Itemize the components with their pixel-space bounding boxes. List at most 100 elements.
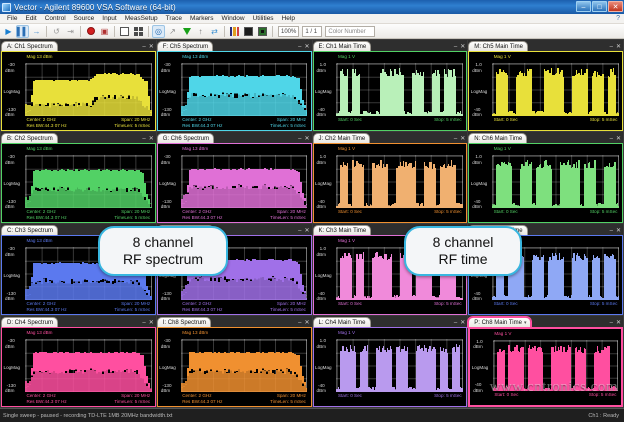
panel-minimize-icon[interactable]: –	[453, 320, 458, 326]
panel-close-icon[interactable]: ✕	[148, 136, 154, 142]
panel-minimize-icon[interactable]: –	[453, 44, 458, 50]
panel-minimize-icon[interactable]: –	[298, 136, 302, 142]
panel-close-icon[interactable]: ✕	[304, 320, 310, 326]
panel-tab-d[interactable]: D: Ch4 Spectrum	[1, 317, 59, 327]
panel-close-icon[interactable]: ✕	[460, 136, 466, 142]
recording-stop-button[interactable]: ▣	[100, 26, 109, 36]
panel-close-icon[interactable]: ✕	[615, 228, 621, 234]
panel-tab-g[interactable]: G: Ch6 Spectrum	[156, 133, 215, 143]
panel-minimize-icon[interactable]: –	[298, 320, 302, 326]
trace-panel-f[interactable]: F: Ch5 Spectrum – ✕ Mag 13 dBm -30 dBm LogMag -…	[156, 40, 312, 131]
restart-button[interactable]: ↺	[53, 26, 60, 36]
panel-tab-i[interactable]: I: Ch8 Spectrum	[156, 317, 212, 327]
panel-minimize-icon[interactable]: –	[609, 228, 613, 234]
peak-search-button[interactable]	[180, 25, 193, 38]
panel-tab-a[interactable]: A: Ch1 Spectrum	[1, 41, 58, 51]
trace-panel-g[interactable]: G: Ch6 Spectrum – ✕ Mag 13 dBm -30 dBm LogMag -…	[156, 132, 312, 223]
zoom-field[interactable]: 100%	[278, 25, 300, 37]
panel-plot-g[interactable]: Mag 13 dBm -30 dBm LogMag -130 dBm Center: 2 G…	[156, 143, 312, 223]
panel-close-icon[interactable]: ✕	[615, 44, 621, 50]
panel-plot-a[interactable]: Mag 13 dBm -30 dBm LogMag -130 dBm Center: 2 G…	[1, 51, 156, 131]
panel-plot-j[interactable]: Mag 1 V 1.0 dBm LogMag -40 dBm Start: 0 Sec Sto…	[312, 143, 468, 223]
menu-item-utilities[interactable]: Utilities	[252, 14, 274, 22]
help-icon[interactable]: ?	[616, 15, 620, 22]
panel-minimize-icon[interactable]: –	[609, 320, 613, 326]
panel-minimize-icon[interactable]: –	[609, 136, 613, 142]
panel-minimize-icon[interactable]: –	[298, 228, 302, 234]
panel-minimize-icon[interactable]: –	[142, 44, 146, 50]
close-icon[interactable]: ✕	[608, 1, 623, 12]
trace-panel-d[interactable]: D: Ch4 Spectrum – ✕ Mag 13 dBm -30 dBm LogMag -…	[1, 316, 156, 407]
panel-close-icon[interactable]: ✕	[615, 320, 621, 326]
panel-tab-p[interactable]: P: Ch8 Main Time ▾	[468, 317, 532, 327]
marker-button[interactable]: ◎	[152, 24, 165, 38]
trace-color-button[interactable]	[228, 25, 241, 38]
marker-to-peak-button[interactable]: ↑	[198, 26, 203, 36]
panel-close-icon[interactable]: ✕	[304, 44, 310, 50]
color-number-field[interactable]: Color Number	[325, 25, 376, 37]
panel-plot-l[interactable]: Mag 1 V 1.0 dBm LogMag -40 dBm Start: 0 Sec Sto…	[312, 327, 468, 407]
panel-close-icon[interactable]: ✕	[460, 44, 466, 50]
panel-tab-n[interactable]: N: Ch6 Main Time	[468, 133, 528, 143]
chevron-down-icon[interactable]: ▾	[523, 319, 527, 326]
record-button[interactable]	[84, 25, 97, 38]
menu-item-input[interactable]: Input	[102, 14, 117, 22]
panel-close-icon[interactable]: ✕	[304, 136, 310, 142]
panel-plot-m[interactable]: Mag 1 V 1.0 dBm LogMag -40 dBm Start: 0 Sec Sto…	[468, 51, 623, 131]
menu-item-edit[interactable]: Edit	[25, 14, 37, 22]
minimize-icon[interactable]: –	[576, 1, 591, 12]
panel-minimize-icon[interactable]: –	[609, 44, 613, 50]
panel-close-icon[interactable]: ✕	[148, 320, 154, 326]
panel-plot-i[interactable]: Mag 13 dBm -30 dBm LogMag -130 dBm Center: 2 G…	[156, 327, 312, 407]
grid-layout-button[interactable]	[132, 25, 145, 38]
trace-panel-n[interactable]: N: Ch6 Main Time – ✕ Mag 1 V 1.0 dBm LogMag -40…	[468, 132, 623, 223]
menu-item-source[interactable]: Source	[73, 14, 95, 22]
panel-minimize-icon[interactable]: –	[142, 320, 146, 326]
menu-item-window[interactable]: Window	[221, 14, 245, 22]
single-trace-layout-button[interactable]	[118, 25, 131, 38]
panel-minimize-icon[interactable]: –	[453, 136, 458, 142]
panel-plot-e[interactable]: Mag 1 V 1.0 dBm LogMag -40 dBm Start: 0 Sec Sto…	[312, 51, 468, 131]
panel-plot-b[interactable]: Mag 13 dBm -30 dBm LogMag -130 dBm Center: 2 G…	[1, 143, 156, 223]
panel-tab-f[interactable]: F: Ch5 Spectrum	[156, 41, 214, 51]
panel-plot-p[interactable]: Mag 1 V 1.0 dBm LogMag -40 dBm Start: 0 Sec Sto…	[468, 327, 623, 407]
spectrogram-button[interactable]	[242, 25, 255, 38]
trace-panel-l[interactable]: L: Ch4 Main Time – ✕ Mag 1 V 1.0 dBm LogMag -40…	[312, 316, 468, 407]
panel-tab-j[interactable]: J: Ch2 Main Time	[312, 133, 371, 143]
panel-tab-e[interactable]: E: Ch1 Main Time	[312, 41, 372, 51]
panel-close-icon[interactable]: ✕	[304, 228, 310, 234]
panel-tab-m[interactable]: M: Ch5 Main Time	[468, 41, 528, 51]
panel-tab-c[interactable]: C: Ch3 Spectrum	[1, 225, 59, 235]
panel-tab-b[interactable]: B: Ch2 Spectrum	[1, 133, 58, 143]
menu-item-file[interactable]: File	[7, 14, 18, 22]
menu-item-control[interactable]: Control	[44, 14, 66, 22]
panel-tab-l[interactable]: L: Ch4 Main Time	[312, 317, 371, 327]
panel-minimize-icon[interactable]: –	[298, 44, 302, 50]
pause-button[interactable]: ▌▌	[16, 24, 29, 38]
marker-couple-button[interactable]: ↗	[169, 26, 176, 36]
panel-minimize-icon[interactable]: –	[142, 136, 146, 142]
panel-tab-k[interactable]: K: Ch3 Main Time	[312, 225, 372, 235]
panel-plot-d[interactable]: Mag 13 dBm -30 dBm LogMag -130 dBm Center: 2 G…	[1, 327, 156, 407]
trace-panel-i[interactable]: I: Ch8 Spectrum – ✕ Mag 13 dBm -30 dBm LogMag -…	[156, 316, 312, 407]
menu-item-markers[interactable]: Markers	[190, 14, 214, 22]
trace-panel-p[interactable]: P: Ch8 Main Time ▾ – ✕ Mag 1 V 1.0 dBm LogMag -4…	[468, 316, 623, 407]
play-button[interactable]: ▶	[5, 26, 12, 36]
panel-close-icon[interactable]: ✕	[615, 136, 621, 142]
trace-panel-e[interactable]: E: Ch1 Main Time – ✕ Mag 1 V 1.0 dBm LogMag -40…	[312, 40, 468, 131]
waterfall-button[interactable]	[256, 25, 269, 38]
step-button[interactable]: ⇥	[67, 26, 74, 36]
menu-item-trace[interactable]: Trace	[165, 14, 182, 22]
menu-item-meassetup[interactable]: MeasSetup	[124, 14, 158, 22]
single-button[interactable]: →	[32, 26, 41, 36]
panel-plot-f[interactable]: Mag 13 dBm -30 dBm LogMag -130 dBm Center: 2 G…	[156, 51, 312, 131]
trace-panel-j[interactable]: J: Ch2 Main Time – ✕ Mag 1 V 1.0 dBm LogMag -40…	[312, 132, 468, 223]
panel-plot-n[interactable]: Mag 1 V 1.0 dBm LogMag -40 dBm Start: 0 Sec Sto…	[468, 143, 623, 223]
menu-item-help[interactable]: Help	[281, 14, 295, 22]
panel-close-icon[interactable]: ✕	[148, 44, 154, 50]
count-field[interactable]: 1 / 1	[302, 25, 323, 37]
trace-panel-b[interactable]: B: Ch2 Spectrum – ✕ Mag 13 dBm -30 dBm LogMag -…	[1, 132, 156, 223]
panel-close-icon[interactable]: ✕	[460, 320, 466, 326]
trace-panel-a[interactable]: A: Ch1 Spectrum – ✕ Mag 13 dBm -30 dBm LogMag -…	[1, 40, 156, 131]
maximize-icon[interactable]: □	[592, 1, 607, 12]
